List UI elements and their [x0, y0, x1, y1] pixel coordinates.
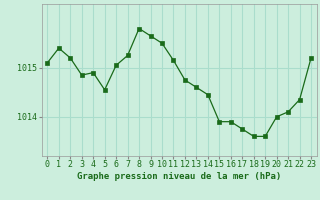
X-axis label: Graphe pression niveau de la mer (hPa): Graphe pression niveau de la mer (hPa): [77, 172, 281, 181]
